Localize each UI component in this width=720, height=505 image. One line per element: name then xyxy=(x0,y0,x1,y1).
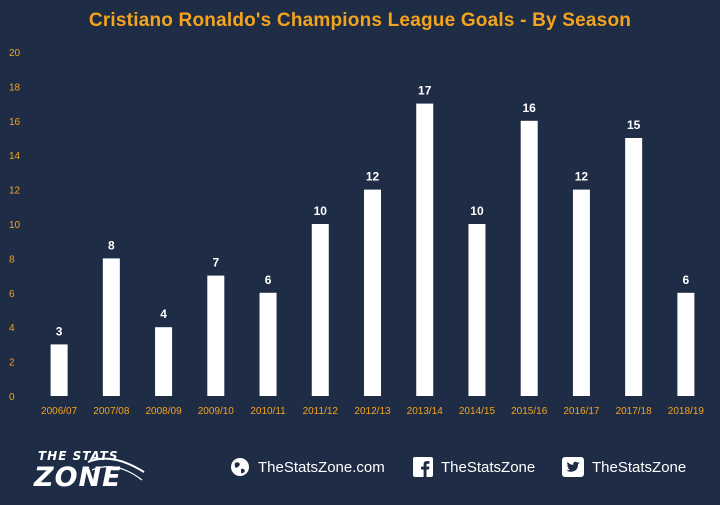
data-label: 17 xyxy=(418,84,432,98)
bar xyxy=(259,292,277,396)
bar xyxy=(311,224,329,396)
y-tick-label: 16 xyxy=(9,117,21,128)
data-label: 7 xyxy=(212,256,219,270)
bar xyxy=(416,103,434,396)
website-text: TheStatsZone.com xyxy=(258,458,385,476)
globe-icon xyxy=(231,458,249,476)
bar xyxy=(520,120,538,397)
facebook-text: TheStatsZone xyxy=(441,458,536,476)
chart-title: Cristiano Ronaldo's Champions League Goa… xyxy=(88,10,632,31)
twitter-text: TheStatsZone xyxy=(592,458,687,476)
x-axis: 2006/07 2007/08 2008/09 2009/10 2010/11 2011/… xyxy=(41,406,704,417)
data-label: 6 xyxy=(683,273,690,287)
x-tick-label: 2012/13 xyxy=(354,406,391,417)
logo-swoosh-icon xyxy=(87,457,145,473)
x-tick-label: 2014/15 xyxy=(459,406,496,417)
brand-line1: THE STATS xyxy=(38,449,118,463)
data-label: 12 xyxy=(366,170,380,184)
bar xyxy=(625,138,643,396)
data-labels: 3 8 4 7 6 10 12 17 10 16 12 15 6 xyxy=(56,84,690,339)
x-tick-label: 2011/12 xyxy=(303,406,339,417)
footer: THE STATS ZONE TheStatsZone.com TheStats… xyxy=(0,430,720,505)
y-tick-label: 10 xyxy=(9,220,21,231)
x-tick-label: 2007/08 xyxy=(93,406,130,417)
x-tick-label: 2008/09 xyxy=(145,406,182,417)
bar xyxy=(155,327,173,396)
bar xyxy=(677,292,695,396)
bar xyxy=(102,258,120,396)
website-link[interactable]: TheStatsZone.com xyxy=(230,456,385,478)
data-label: 4 xyxy=(160,307,167,321)
bar xyxy=(364,189,381,396)
bar xyxy=(50,344,68,396)
twitter-icon xyxy=(562,457,584,477)
x-tick-label: 2017/18 xyxy=(616,406,653,417)
x-tick-label: 2016/17 xyxy=(563,406,600,417)
y-tick-label: 2 xyxy=(9,358,15,369)
x-tick-label: 2010/11 xyxy=(250,406,286,417)
facebook-link[interactable]: TheStatsZone xyxy=(413,456,535,478)
x-tick-label: 2009/10 xyxy=(198,406,235,417)
y-tick-label: 0 xyxy=(9,392,15,403)
bar xyxy=(207,275,225,396)
bar xyxy=(468,224,486,396)
twitter-link[interactable]: TheStatsZone xyxy=(562,456,686,478)
data-label: 8 xyxy=(108,238,115,252)
data-label: 10 xyxy=(470,204,484,218)
y-tick-label: 14 xyxy=(9,151,21,162)
the-stats-zone-logo: THE STATS ZONE xyxy=(33,449,145,492)
data-label: 6 xyxy=(265,273,272,287)
y-axis: 0 2 4 6 8 10 12 14 16 18 20 xyxy=(9,48,21,403)
data-label: 16 xyxy=(523,101,537,115)
bars xyxy=(50,103,695,397)
data-label: 10 xyxy=(314,204,328,218)
bar xyxy=(572,189,590,396)
data-label: 3 xyxy=(56,324,63,338)
x-tick-label: 2018/19 xyxy=(668,406,705,417)
facebook-icon xyxy=(413,457,433,477)
data-label: 15 xyxy=(627,118,641,132)
x-tick-label: 2006/07 xyxy=(41,406,78,417)
y-tick-label: 20 xyxy=(9,48,21,59)
y-tick-label: 18 xyxy=(9,82,21,93)
logo-swoosh-icon-inner xyxy=(91,466,143,481)
y-tick-label: 8 xyxy=(9,254,15,265)
x-tick-label: 2015/16 xyxy=(511,406,548,417)
y-tick-label: 6 xyxy=(9,289,15,300)
data-label: 12 xyxy=(575,170,589,184)
x-tick-label: 2013/14 xyxy=(407,406,444,417)
y-tick-label: 12 xyxy=(9,186,21,197)
y-tick-label: 4 xyxy=(9,323,15,334)
